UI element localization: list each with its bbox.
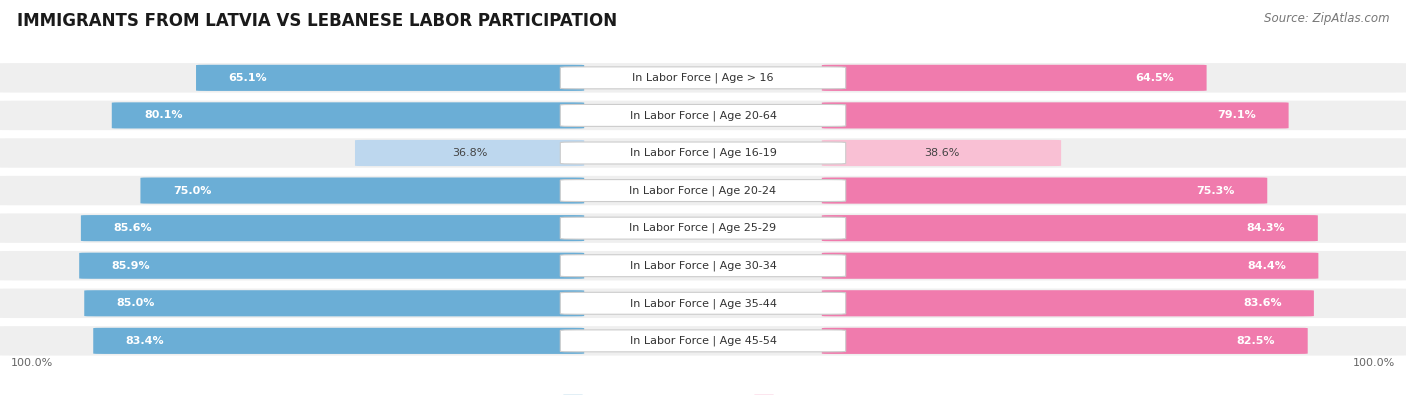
Text: 79.1%: 79.1% (1218, 111, 1257, 120)
FancyBboxPatch shape (821, 215, 1317, 241)
Text: 36.8%: 36.8% (451, 148, 488, 158)
Text: In Labor Force | Age 30-34: In Labor Force | Age 30-34 (630, 260, 776, 271)
Text: 82.5%: 82.5% (1237, 336, 1275, 346)
Text: 85.9%: 85.9% (111, 261, 150, 271)
Text: 80.1%: 80.1% (145, 111, 183, 120)
FancyBboxPatch shape (821, 102, 1289, 128)
FancyBboxPatch shape (0, 138, 1406, 168)
Text: In Labor Force | Age 20-64: In Labor Force | Age 20-64 (630, 110, 776, 120)
FancyBboxPatch shape (82, 215, 585, 241)
FancyBboxPatch shape (821, 177, 1267, 204)
Text: 64.5%: 64.5% (1136, 73, 1174, 83)
Text: In Labor Force | Age 45-54: In Labor Force | Age 45-54 (630, 336, 776, 346)
FancyBboxPatch shape (79, 253, 585, 279)
Text: In Labor Force | Age 35-44: In Labor Force | Age 35-44 (630, 298, 776, 308)
FancyBboxPatch shape (821, 65, 1206, 91)
Text: IMMIGRANTS FROM LATVIA VS LEBANESE LABOR PARTICIPATION: IMMIGRANTS FROM LATVIA VS LEBANESE LABOR… (17, 12, 617, 30)
Text: In Labor Force | Age 16-19: In Labor Force | Age 16-19 (630, 148, 776, 158)
Text: 65.1%: 65.1% (228, 73, 267, 83)
FancyBboxPatch shape (560, 104, 846, 126)
FancyBboxPatch shape (560, 67, 846, 89)
FancyBboxPatch shape (195, 65, 585, 91)
Text: Source: ZipAtlas.com: Source: ZipAtlas.com (1264, 12, 1389, 25)
FancyBboxPatch shape (112, 102, 585, 128)
Text: 83.6%: 83.6% (1243, 298, 1281, 308)
Text: 38.6%: 38.6% (924, 148, 959, 158)
FancyBboxPatch shape (0, 289, 1406, 318)
FancyBboxPatch shape (821, 290, 1313, 316)
Legend: Immigrants from Latvia, Lebanese: Immigrants from Latvia, Lebanese (558, 389, 848, 395)
Text: 85.0%: 85.0% (117, 298, 155, 308)
FancyBboxPatch shape (0, 101, 1406, 130)
FancyBboxPatch shape (821, 140, 1062, 166)
Text: In Labor Force | Age 25-29: In Labor Force | Age 25-29 (630, 223, 776, 233)
FancyBboxPatch shape (560, 217, 846, 239)
FancyBboxPatch shape (93, 328, 585, 354)
Text: 75.3%: 75.3% (1197, 186, 1234, 196)
Text: In Labor Force | Age 20-24: In Labor Force | Age 20-24 (630, 185, 776, 196)
FancyBboxPatch shape (0, 251, 1406, 280)
FancyBboxPatch shape (821, 328, 1308, 354)
Text: In Labor Force | Age > 16: In Labor Force | Age > 16 (633, 73, 773, 83)
FancyBboxPatch shape (0, 176, 1406, 205)
FancyBboxPatch shape (141, 177, 585, 204)
FancyBboxPatch shape (0, 326, 1406, 356)
Text: 83.4%: 83.4% (125, 336, 165, 346)
Text: 100.0%: 100.0% (11, 358, 53, 369)
Text: 84.4%: 84.4% (1247, 261, 1286, 271)
Text: 84.3%: 84.3% (1247, 223, 1285, 233)
FancyBboxPatch shape (560, 180, 846, 201)
FancyBboxPatch shape (354, 140, 585, 166)
FancyBboxPatch shape (560, 292, 846, 314)
Text: 75.0%: 75.0% (173, 186, 211, 196)
FancyBboxPatch shape (560, 330, 846, 352)
FancyBboxPatch shape (0, 213, 1406, 243)
FancyBboxPatch shape (84, 290, 585, 316)
FancyBboxPatch shape (560, 255, 846, 276)
Text: 85.6%: 85.6% (114, 223, 152, 233)
FancyBboxPatch shape (0, 63, 1406, 92)
Text: 100.0%: 100.0% (1353, 358, 1395, 369)
FancyBboxPatch shape (821, 253, 1319, 279)
FancyBboxPatch shape (560, 142, 846, 164)
